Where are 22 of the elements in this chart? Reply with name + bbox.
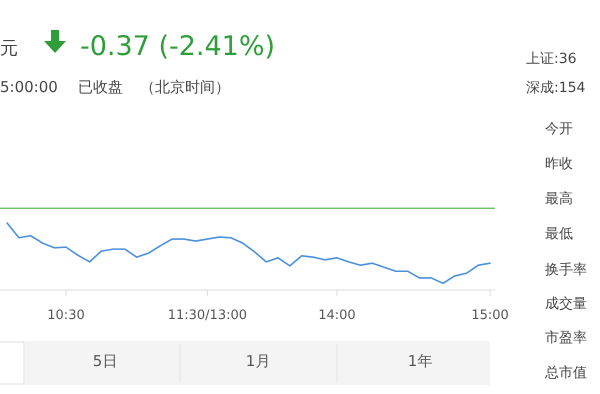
text: （北京时间） (140, 78, 230, 96)
text: 昨收 (545, 156, 573, 172)
chart-title: -0.37 (-2.41%) (80, 31, 276, 62)
x-tick-label: 10:30 (47, 308, 85, 323)
text: 最低 (545, 226, 573, 242)
text: 元 (0, 38, 18, 59)
text: 上证:36 (526, 51, 577, 67)
text: 1月 (246, 352, 270, 370)
text: 换手率 (545, 262, 587, 278)
text: 5日 (92, 352, 118, 370)
text: 总市值 (544, 365, 587, 381)
text: 最高 (545, 191, 573, 207)
x-tick-label: 11:30/13:00 (168, 308, 248, 323)
text: 已收盘 (78, 78, 123, 96)
text: 5:00:00 (0, 78, 58, 96)
x-tick-label: 14:00 (318, 308, 356, 323)
text: 深成:154 (526, 80, 586, 96)
x-tick-label: 15:00 (471, 308, 509, 323)
text: 成交量 (545, 296, 587, 312)
text: 市盈率 (545, 330, 587, 346)
text: 1年 (408, 352, 432, 370)
text: 今开 (545, 121, 573, 137)
